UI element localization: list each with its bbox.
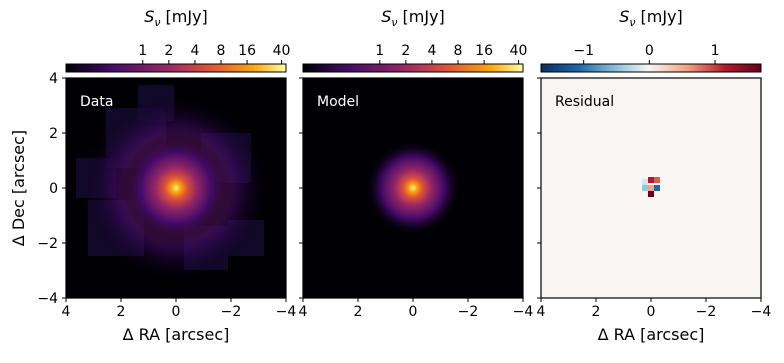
colorbar-tick-label: 1	[711, 43, 720, 59]
colorbar-label: Sν [mJy]	[381, 7, 445, 29]
y-tick-label: 2	[49, 126, 58, 142]
colorbar-tick-label: 16	[475, 43, 493, 59]
residual-pixel	[648, 191, 654, 197]
residual-pixel	[642, 179, 648, 185]
x-tick-label: 0	[172, 304, 181, 320]
x-tick-label: 2	[117, 304, 126, 320]
x-tick-label: 2	[354, 304, 363, 320]
colorbar-subscript: ν	[154, 16, 160, 29]
colorbar	[65, 63, 287, 73]
y-tick-label: 4	[49, 71, 58, 87]
residual-pixel	[642, 185, 648, 191]
colorbar-tick-label: 2	[401, 43, 410, 59]
x-tick-label: 4	[62, 304, 71, 320]
x-tick-label: −2	[696, 304, 717, 320]
colorbar	[540, 63, 762, 73]
colorbar-symbol: S	[619, 7, 629, 26]
colorbar-tick-label: 40	[273, 43, 291, 59]
y-tick-label: −4	[37, 291, 58, 307]
colorbar-tick-label: 2	[164, 43, 173, 59]
x-tick-label: −4	[513, 304, 534, 320]
colorbar-tick-label: 8	[454, 43, 463, 59]
panel-title: Data	[80, 94, 113, 110]
x-tick-label: 4	[537, 304, 546, 320]
x-tick-label: 0	[647, 304, 656, 320]
x-axis-label: Δ RA [arcsec]	[123, 325, 230, 344]
colorbar-tick-label: 4	[427, 43, 436, 59]
x-tick-label: 4	[299, 304, 308, 320]
colorbar-label: Sν [mJy]	[144, 7, 208, 29]
colorbar-tick-label: 0	[645, 43, 654, 59]
colorbar-unit: [mJy]	[166, 7, 208, 26]
colorbar-symbol: S	[381, 7, 391, 26]
colorbar-tick-label: 16	[238, 43, 256, 59]
x-tick-label: −4	[276, 304, 297, 320]
colorbar-tick-label: 1	[138, 43, 147, 59]
x-tick-label: −2	[221, 304, 242, 320]
image-source	[365, 140, 461, 236]
colorbar-tick-label: −1	[573, 43, 594, 59]
image-source	[121, 133, 231, 243]
x-tick-label: 0	[409, 304, 418, 320]
panel-title: Model	[317, 94, 359, 110]
x-tick-label: 2	[592, 304, 601, 320]
colorbar-tick-label: 40	[510, 43, 528, 59]
residual-pixel	[654, 177, 660, 183]
colorbar-subscript: ν	[391, 16, 397, 29]
colorbar-subscript: ν	[629, 16, 635, 29]
colorbar	[302, 63, 524, 73]
x-axis-label: Δ RA [arcsec]	[598, 325, 705, 344]
colorbar-unit: [mJy]	[403, 7, 445, 26]
y-tick-label: 0	[49, 181, 58, 197]
colorbar-unit: [mJy]	[641, 7, 683, 26]
residual-pixel	[648, 177, 654, 183]
colorbar-symbol: S	[144, 7, 154, 26]
colorbar-tick-label: 8	[217, 43, 226, 59]
residual-pixel	[648, 185, 654, 191]
y-tick-label: −2	[37, 236, 58, 252]
y-axis-label: Δ Dec [arcsec]	[9, 130, 28, 246]
x-tick-label: −4	[751, 304, 772, 320]
colorbar-tick-label: 4	[190, 43, 199, 59]
x-tick-label: −2	[458, 304, 479, 320]
panel-title: Residual	[555, 94, 614, 110]
residual-pixel	[654, 185, 660, 191]
colorbar-tick-label: 1	[375, 43, 384, 59]
colorbar-label: Sν [mJy]	[619, 7, 683, 29]
